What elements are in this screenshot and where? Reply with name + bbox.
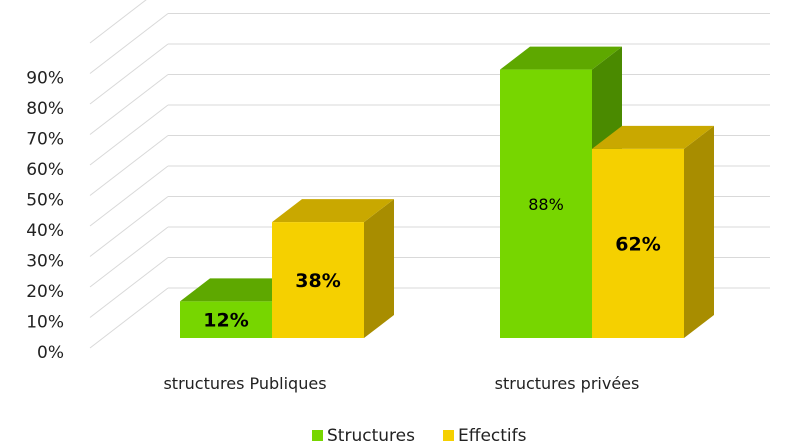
y-tick-label: 0%	[37, 343, 64, 363]
bar-side	[684, 126, 714, 338]
y-tick-label: 60%	[26, 160, 64, 180]
legend: Structures Effectifs	[312, 426, 527, 446]
x-category-label: structures privées	[495, 374, 640, 393]
data-label: 62%	[615, 233, 660, 255]
bar-effectifs-0	[272, 199, 394, 338]
gridline-diagonal	[90, 227, 168, 287]
y-tick-label: 80%	[26, 99, 64, 119]
gridline-diagonal	[90, 75, 168, 135]
gridline-diagonal	[90, 44, 168, 104]
legend-swatch-effectifs	[443, 430, 454, 441]
legend-label-structures: Structures	[327, 426, 415, 446]
data-label: 38%	[295, 270, 340, 292]
gridline-diagonal	[90, 166, 168, 226]
bar-effectifs-1	[592, 126, 714, 338]
gridline-diagonal	[90, 0, 168, 43]
y-axis-ticks: 0% 10% 20% 30% 40% 50% 60% 70% 80% 90%	[26, 69, 64, 364]
legend-swatch-structures	[312, 430, 323, 441]
y-tick-label: 50%	[26, 191, 64, 211]
bars	[180, 47, 714, 338]
y-tick-label: 40%	[26, 221, 64, 241]
gridline-diagonal	[90, 288, 168, 348]
x-category-label: structures Publiques	[163, 374, 326, 393]
y-tick-label: 30%	[26, 252, 64, 272]
legend-label-effectifs: Effectifs	[458, 426, 527, 446]
gridline-diagonal	[90, 197, 168, 257]
gridline-diagonal	[90, 136, 168, 196]
y-tick-label: 90%	[26, 69, 64, 89]
gridline-diagonal	[90, 258, 168, 318]
data-label: 12%	[203, 310, 248, 332]
gridline-diagonal	[90, 105, 168, 165]
y-tick-label: 10%	[26, 313, 64, 333]
bar-side	[364, 199, 394, 338]
data-label: 88%	[528, 195, 564, 214]
gridline-diagonal	[90, 14, 168, 74]
y-tick-label: 70%	[26, 130, 64, 150]
y-tick-label: 20%	[26, 282, 64, 302]
x-axis-categories: structures Publiques structures privées	[163, 374, 639, 393]
